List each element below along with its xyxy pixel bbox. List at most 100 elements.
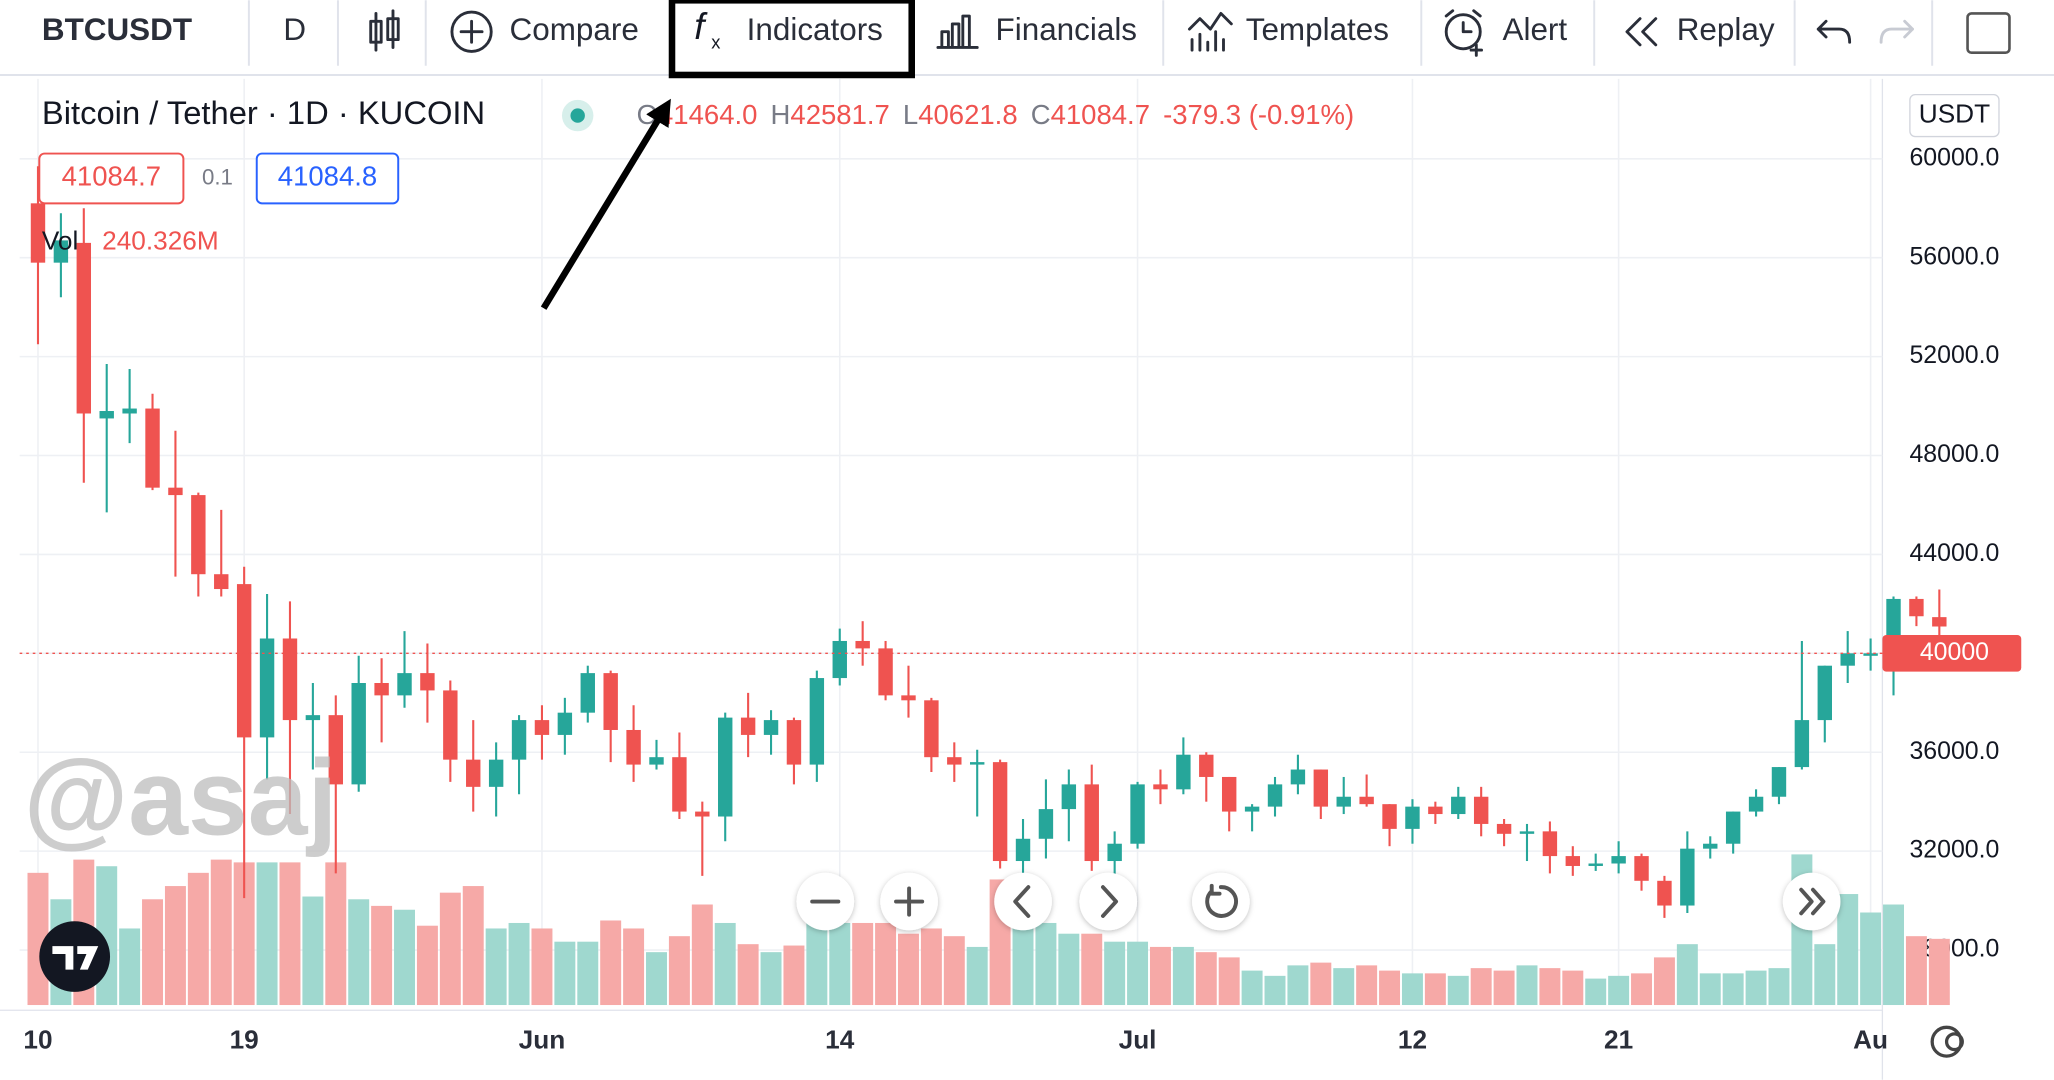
- candle-body: [1382, 804, 1397, 829]
- currency-button[interactable]: [1909, 93, 2000, 138]
- candle-body: [1909, 598, 1924, 617]
- scroll-to-end-button[interactable]: [1782, 872, 1841, 931]
- volume-bar: [1287, 965, 1309, 1006]
- reset-button[interactable]: [1192, 872, 1250, 931]
- candle-body: [328, 715, 343, 785]
- chart-style-button[interactable]: [369, 9, 400, 52]
- compare-button[interactable]: Compare: [450, 10, 639, 53]
- candle-body: [1428, 806, 1443, 815]
- volume-bar: [1104, 941, 1126, 1006]
- volume-bar: [920, 928, 942, 1006]
- alarm-icon: [1444, 9, 1483, 57]
- templates-button[interactable]: Templates: [1187, 11, 1389, 52]
- volume-bar: [531, 928, 553, 1006]
- volume-bar: [600, 920, 622, 1006]
- candle-body: [1038, 809, 1054, 839]
- volume-bar: [1241, 970, 1263, 1006]
- volume-bar: [119, 928, 141, 1006]
- scroll-left-button[interactable]: [994, 872, 1052, 931]
- y-tick-label: 60000.0: [1909, 143, 1999, 171]
- candle-body: [1542, 831, 1558, 857]
- candle-body: [1359, 796, 1374, 805]
- volume-bar: [1676, 944, 1698, 1006]
- volume-bar: [1860, 912, 1882, 1006]
- volume-bar: [1928, 938, 1950, 1006]
- watermark: @asaj: [24, 737, 338, 857]
- volume-bar: [737, 944, 759, 1006]
- interval[interactable]: D: [283, 12, 306, 47]
- symbol[interactable]: BTCUSDT: [42, 12, 192, 47]
- volume-bar: [1447, 975, 1469, 1006]
- volume-bar: [1172, 946, 1194, 1006]
- volume-bar: [302, 896, 324, 1006]
- sell-box[interactable]: [38, 152, 185, 205]
- candle-body: [534, 720, 550, 735]
- scroll-right-button[interactable]: [1079, 872, 1138, 931]
- volume-bar: [646, 952, 667, 1006]
- quote-panel: 41084.7 0.1 41084.8: [38, 152, 400, 205]
- volume-bar: [1493, 970, 1515, 1006]
- volume-bar: [371, 905, 393, 1006]
- candle-body: [832, 640, 847, 679]
- candle-body: [970, 762, 985, 765]
- candle-body: [1015, 838, 1031, 862]
- volume-bar: [233, 862, 255, 1006]
- redo-button[interactable]: [1879, 19, 1914, 44]
- volume-bar: [806, 922, 828, 1006]
- undo-button[interactable]: [1816, 19, 1852, 44]
- volume-bar: [554, 941, 576, 1006]
- zoom-in-button[interactable]: [880, 872, 938, 931]
- highlight-box: [668, 0, 915, 79]
- candle-body: [1336, 796, 1351, 807]
- volume-bar: [783, 945, 805, 1006]
- x-tick-label: 14: [825, 1025, 855, 1055]
- candle-body: [53, 240, 69, 263]
- ohlc-value: 40621.8: [918, 99, 1017, 130]
- volume-bar: [1333, 968, 1355, 1006]
- replay-icon: [1625, 17, 1658, 47]
- candle-body: [168, 487, 183, 496]
- candle-body: [191, 495, 206, 575]
- volume-bar: [1699, 973, 1721, 1006]
- plus-circle-icon: [450, 10, 493, 53]
- x-tick-label: Jul: [1119, 1025, 1157, 1055]
- volume-bar: [1562, 970, 1584, 1006]
- volume-bar: [1814, 944, 1836, 1006]
- x-tick-label: 10: [23, 1025, 52, 1055]
- candle-body: [30, 203, 46, 263]
- financials-button[interactable]: Financials: [936, 12, 1137, 49]
- candle-body: [626, 729, 641, 765]
- candle-body: [1703, 843, 1718, 849]
- volume-bar: [485, 928, 507, 1006]
- candle-body: [718, 717, 733, 817]
- zoom-out-button[interactable]: [796, 872, 855, 931]
- volume-bar: [1470, 968, 1492, 1006]
- candle-body: [1657, 880, 1672, 906]
- tradingview-logo[interactable]: [39, 921, 111, 992]
- indicators-button[interactable]: f x Indicators: [694, 6, 883, 53]
- candle-body: [1405, 806, 1420, 829]
- candle-body: [1061, 784, 1077, 810]
- candle-body: [1244, 806, 1260, 812]
- replay-button[interactable]: Replay: [1625, 12, 1775, 47]
- volume-bar: [1424, 973, 1446, 1006]
- ohlc-value: 41464.0: [658, 99, 757, 130]
- volume-value: 240.326M: [102, 226, 218, 256]
- volume-bar: [394, 909, 415, 1006]
- candle-body: [511, 720, 527, 760]
- settings-button[interactable]: [1930, 1025, 1964, 1058]
- y-tick-label: 36000.0: [1909, 737, 1999, 765]
- volume-bar: [668, 936, 690, 1006]
- volume-bar: [1264, 975, 1286, 1006]
- y-tick-label: 44000.0: [1909, 539, 1999, 567]
- last-price-label: 40000: [1920, 638, 1989, 666]
- fullscreen-button[interactable]: [1966, 12, 2011, 55]
- buy-box[interactable]: [255, 152, 400, 205]
- volume-bar: [852, 922, 874, 1006]
- x-tick-label: 12: [1398, 1025, 1427, 1055]
- volume-bar: [1127, 941, 1149, 1006]
- alert-button[interactable]: Alert: [1444, 9, 1567, 57]
- candle-body: [99, 411, 114, 419]
- buy-price: 41084.8: [278, 161, 377, 192]
